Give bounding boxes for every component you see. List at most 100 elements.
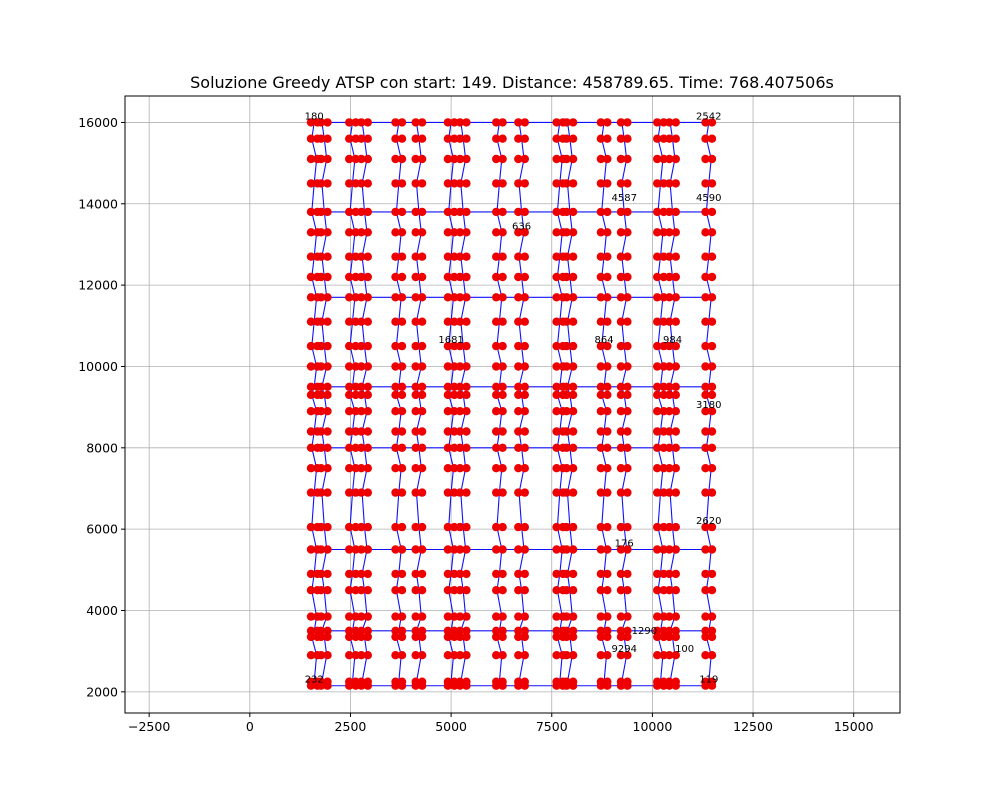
city-node: [363, 632, 372, 642]
city-node: [616, 382, 626, 391]
city-node: [498, 545, 507, 554]
city-node: [363, 154, 372, 164]
city-node: [498, 427, 507, 436]
city-node: [397, 382, 407, 391]
node-label: 864: [595, 335, 614, 346]
city-node: [357, 586, 366, 595]
city-node: [492, 586, 501, 595]
city-node: [492, 488, 501, 497]
city-node: [552, 651, 561, 660]
city-node: [701, 134, 710, 143]
city-node: [363, 179, 372, 188]
city-node: [498, 443, 507, 452]
city-node: [363, 341, 372, 351]
city-node: [397, 207, 407, 217]
city-node: [701, 154, 710, 164]
city-node: [462, 252, 471, 261]
city-node: [653, 443, 662, 452]
city-node: [357, 317, 366, 326]
y-tick-label: 6000: [86, 522, 118, 537]
city-node: [492, 118, 501, 127]
city-node: [391, 390, 400, 400]
city-node: [363, 612, 372, 621]
city-node: [701, 207, 710, 217]
city-node: [671, 179, 680, 188]
city-node: [462, 179, 471, 188]
city-node: [671, 522, 680, 532]
city-node: [306, 134, 316, 143]
city-node: [443, 179, 453, 188]
city-node: [671, 612, 680, 621]
city-node: [345, 293, 354, 302]
city-node: [514, 207, 523, 217]
city-node: [462, 207, 471, 217]
city-node: [701, 293, 710, 302]
city-node: [455, 427, 465, 436]
city-node: [520, 677, 529, 686]
city-node: [462, 317, 471, 326]
city-node: [455, 626, 465, 635]
city-node: [562, 390, 571, 400]
city-node: [391, 626, 400, 635]
city-node: [462, 569, 471, 579]
city-node: [552, 443, 561, 452]
city-node: [520, 179, 529, 188]
city-node: [623, 407, 632, 416]
city-node: [498, 341, 507, 351]
city-node: [306, 390, 316, 400]
city-node: [707, 651, 717, 660]
city-node: [623, 228, 632, 237]
city-node: [443, 407, 453, 416]
city-node: [397, 488, 407, 497]
city-node: [514, 341, 523, 351]
city-node: [417, 632, 427, 642]
city-node: [568, 317, 578, 326]
city-node: [520, 632, 529, 642]
city-node: [455, 586, 465, 595]
city-node: [462, 362, 471, 371]
city-node: [514, 362, 523, 371]
city-node: [455, 612, 465, 621]
city-node: [316, 118, 326, 127]
city-node: [552, 317, 561, 326]
route-segment: [556, 122, 563, 686]
city-node: [707, 272, 717, 282]
city-node: [707, 134, 717, 143]
city-node: [417, 612, 427, 621]
city-node: [603, 545, 612, 554]
city-node: [671, 586, 680, 595]
city-node: [498, 569, 507, 579]
city-node: [568, 464, 578, 473]
city-node: [363, 545, 372, 554]
city-node: [462, 488, 471, 497]
city-node: [623, 651, 632, 660]
city-node: [623, 382, 632, 391]
city-node: [417, 317, 427, 326]
city-node: [306, 522, 316, 532]
node-label: 636: [512, 221, 531, 232]
city-node: [520, 464, 529, 473]
city-node: [552, 118, 561, 127]
city-node: [345, 443, 354, 452]
city-node: [492, 207, 501, 217]
city-node: [552, 522, 561, 532]
city-node: [707, 154, 717, 164]
city-node: [397, 677, 407, 686]
city-node: [498, 651, 507, 660]
city-node: [514, 272, 523, 282]
city-node: [345, 651, 354, 660]
city-node: [306, 179, 316, 188]
city-node: [623, 488, 632, 497]
city-node: [653, 632, 662, 642]
city-node: [568, 488, 578, 497]
city-node: [701, 677, 710, 686]
city-node: [323, 632, 332, 642]
city-node: [671, 545, 680, 554]
city-node: [562, 317, 571, 326]
city-node: [391, 252, 400, 261]
city-node: [492, 569, 501, 579]
city-node: [492, 341, 501, 351]
city-node: [455, 522, 465, 532]
city-node: [514, 632, 523, 642]
city-node: [665, 488, 674, 497]
